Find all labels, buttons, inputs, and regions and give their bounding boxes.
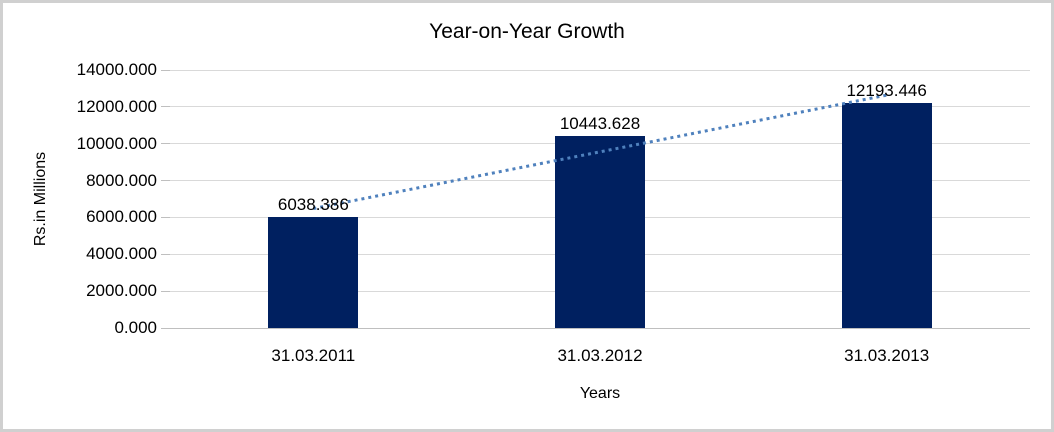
gridline bbox=[170, 69, 1030, 71]
y-axis-tick-mark bbox=[161, 143, 170, 145]
y-axis-title: Rs.in Millions bbox=[32, 151, 49, 247]
y-axis-tick-mark bbox=[161, 327, 170, 329]
bar-data-label: 10443.628 bbox=[559, 113, 641, 133]
x-axis-category-label: 31.03.2011 bbox=[271, 346, 356, 365]
y-axis-tick-mark bbox=[161, 69, 170, 71]
y-axis-tick-mark bbox=[161, 290, 170, 292]
y-axis-tick-label: 10000.000 bbox=[76, 133, 157, 153]
y-axis-tick-mark bbox=[161, 253, 170, 255]
gridline bbox=[170, 327, 1030, 329]
bar-31.03.2013 bbox=[841, 103, 932, 328]
y-axis-tick-mark bbox=[161, 106, 170, 108]
gridline bbox=[170, 106, 1030, 108]
y-axis-tick-label: 14000.000 bbox=[76, 60, 157, 79]
chart-title: Year-on-Year Growth bbox=[429, 20, 625, 43]
y-axis-tick-label: 4000.000 bbox=[86, 244, 157, 264]
plot-area: 6038.386 10443.628 12193.446 bbox=[170, 70, 1030, 328]
y-axis-tick-label: 6000.000 bbox=[86, 207, 157, 227]
y-axis-tick-mark bbox=[161, 216, 170, 218]
y-axis-tick-label: 0.000 bbox=[114, 318, 157, 337]
bar-data-label: 12193.446 bbox=[846, 81, 927, 101]
bar-31.03.2012 bbox=[555, 135, 645, 328]
x-axis-title: Years bbox=[579, 385, 621, 402]
x-axis-category-label: 31.03.2012 bbox=[557, 346, 643, 365]
y-axis-tick-label: 8000.000 bbox=[86, 170, 157, 190]
y-axis-tick-mark bbox=[161, 180, 170, 182]
x-axis-category-label: 31.03.2013 bbox=[844, 346, 930, 365]
bar-data-label: 6038.386 bbox=[277, 194, 349, 214]
y-axis-tick-label: 2000.000 bbox=[86, 281, 157, 301]
y-axis-tick-label: 12000.000 bbox=[76, 96, 157, 116]
bar-31.03.2011 bbox=[268, 216, 359, 328]
